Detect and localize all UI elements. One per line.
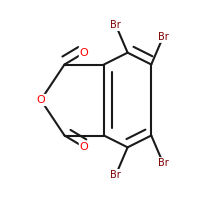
Text: O: O [80,48,89,58]
Text: Br: Br [158,32,168,42]
Text: O: O [36,95,45,105]
Text: Br: Br [110,170,121,180]
Text: O: O [80,142,89,152]
Text: Br: Br [158,158,168,168]
Text: Br: Br [110,20,121,30]
